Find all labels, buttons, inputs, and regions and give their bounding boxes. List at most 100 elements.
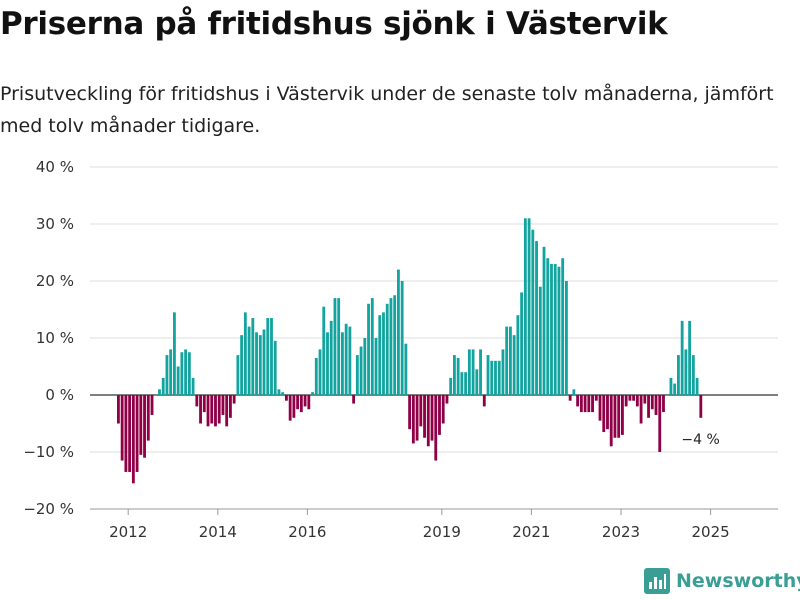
bar [635, 395, 639, 407]
bar [117, 395, 120, 424]
bar [587, 395, 591, 413]
bar [243, 312, 247, 395]
bar [277, 389, 281, 395]
bar [139, 395, 143, 455]
bar [632, 395, 636, 401]
bar [456, 357, 460, 395]
y-axis-labels: −20 % −10 % 0 % 10 % 20 % 30 % 40 % [23, 158, 74, 518]
bar [673, 383, 677, 395]
bar [699, 395, 703, 418]
bar [214, 395, 217, 427]
bar [430, 395, 434, 441]
bar [378, 315, 382, 395]
bar-series [117, 218, 703, 484]
bar [262, 329, 266, 395]
last-value-label: −4 % [681, 432, 719, 448]
bar [173, 312, 176, 395]
bar [486, 355, 490, 395]
bar [180, 352, 184, 395]
bar [423, 395, 426, 438]
bar [367, 303, 370, 395]
bar [572, 389, 576, 395]
bar [187, 352, 191, 395]
bar [258, 335, 262, 395]
bar [650, 395, 654, 410]
bar [419, 395, 423, 427]
bar [288, 395, 292, 421]
bar [538, 286, 542, 395]
bar [408, 395, 412, 430]
bar [299, 395, 303, 413]
bar [669, 377, 673, 395]
bar [146, 395, 150, 441]
bar [210, 395, 214, 424]
brand-name: Newsworthy [676, 570, 800, 592]
bar [602, 395, 606, 433]
bar [389, 298, 393, 395]
y-tick-label: −20 % [23, 500, 74, 518]
bar [341, 332, 344, 395]
bar [688, 320, 692, 395]
bar [344, 323, 348, 395]
bar [131, 395, 135, 484]
bar [158, 389, 161, 395]
bar [120, 395, 124, 461]
bar [460, 372, 464, 395]
bar [374, 338, 378, 395]
bar [285, 395, 288, 401]
bar [404, 343, 408, 395]
x-tick-label: 2021 [512, 523, 550, 541]
bar [314, 357, 318, 395]
bar [426, 395, 430, 447]
y-tick-label: −10 % [23, 443, 74, 461]
bar [501, 349, 505, 395]
x-axis: 2012 2014 2016 2019 2021 2023 2025 [90, 508, 778, 541]
bar [654, 395, 658, 415]
bar [482, 395, 486, 407]
bar [363, 338, 367, 395]
bar [691, 355, 695, 395]
bar [553, 263, 557, 395]
bar [516, 315, 520, 395]
bar [240, 335, 244, 395]
bar [643, 395, 647, 404]
bar [471, 349, 475, 395]
bar [266, 318, 270, 395]
bar [527, 218, 531, 395]
y-tick-label: 10 % [36, 329, 74, 347]
bar [609, 395, 613, 447]
bar [199, 395, 202, 424]
bar [561, 258, 565, 395]
bar [322, 306, 326, 395]
bar [628, 395, 632, 401]
bar [695, 377, 699, 395]
bar [352, 395, 356, 404]
bar [229, 395, 232, 418]
bar [281, 392, 285, 395]
bar [520, 292, 524, 395]
bar [441, 395, 445, 424]
bar [445, 395, 449, 404]
bar [236, 355, 240, 395]
bar [311, 392, 314, 395]
bar [594, 395, 598, 401]
x-tick-label: 2023 [602, 523, 640, 541]
bar [202, 395, 206, 413]
bar [184, 349, 188, 395]
bar [684, 349, 688, 395]
bar [546, 258, 550, 395]
bar [658, 395, 662, 452]
bar [621, 395, 624, 435]
bar [255, 332, 258, 395]
bar [270, 318, 273, 395]
bar [307, 395, 311, 410]
x-tick-label: 2014 [199, 523, 237, 541]
bar [191, 377, 195, 395]
bar [662, 395, 665, 413]
bar [565, 281, 568, 395]
bar [639, 395, 643, 424]
bar [568, 395, 572, 401]
bar [467, 349, 471, 395]
bar [195, 395, 199, 407]
bar [318, 349, 322, 395]
